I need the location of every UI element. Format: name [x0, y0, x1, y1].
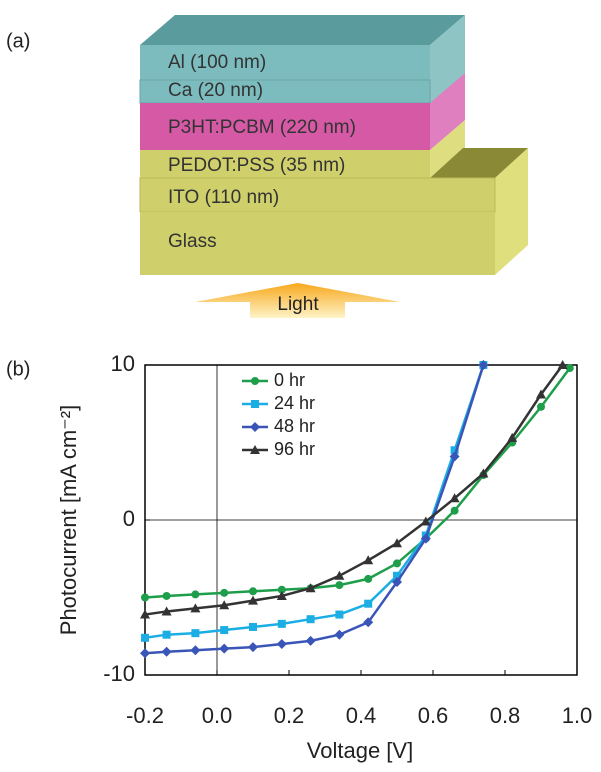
marker	[161, 646, 172, 657]
legend-label: 0 hr	[274, 370, 305, 390]
marker	[249, 587, 257, 596]
marker	[335, 610, 344, 619]
marker	[334, 629, 345, 640]
marker	[190, 645, 201, 656]
legend-label: 96 hr	[274, 439, 315, 459]
y-tick-label: 0	[123, 506, 135, 531]
marker	[305, 583, 316, 593]
marker	[220, 626, 229, 635]
x-tick-label: 1.0	[562, 703, 593, 728]
x-tick-label: 0.8	[490, 703, 521, 728]
marker	[220, 588, 229, 597]
marker	[537, 402, 545, 411]
marker	[507, 432, 518, 442]
y-tick-label: 10	[111, 351, 135, 376]
device-diagram: Al (100 nm) Ca (20 nm) P3HT:PCBM (220 nm…	[139, 15, 528, 318]
marker	[335, 581, 344, 590]
light-label: Light	[277, 294, 319, 315]
series-line	[144, 367, 571, 599]
marker	[334, 570, 345, 580]
marker	[393, 571, 401, 580]
marker	[276, 590, 287, 600]
panel-label: (a)	[6, 30, 30, 52]
x-tick-label: 0.6	[418, 703, 449, 728]
marker	[191, 590, 200, 599]
layer-label: Al (100 nm)	[168, 52, 266, 73]
x-tick-label: 0.4	[346, 703, 377, 728]
layer-label: PEDOT:PSS (35 nm)	[168, 155, 345, 176]
marker	[141, 633, 149, 642]
marker	[450, 506, 459, 515]
marker	[248, 642, 258, 653]
x-tick-label: 0.2	[274, 703, 305, 728]
marker	[392, 577, 402, 587]
marker	[141, 593, 149, 602]
marker	[305, 635, 316, 646]
marker	[162, 630, 171, 639]
x-tick-label: -0.2	[126, 703, 164, 728]
layer-label: Ca (20 nm)	[168, 80, 263, 101]
marker	[565, 364, 574, 373]
y-axis-label: Photocurrent [mA cm⁻²]	[56, 405, 81, 635]
marker	[190, 603, 201, 613]
marker	[276, 639, 287, 649]
marker	[364, 574, 373, 583]
light-arrow	[195, 283, 400, 318]
marker	[251, 400, 259, 408]
marker	[449, 493, 460, 503]
marker	[449, 451, 460, 462]
marker	[140, 648, 150, 659]
marker	[478, 360, 489, 370]
plot: -0.2 0.0 0.2 0.4 0.6 0.8 1.0 -10 0 10 0 hr 24 hr 48 …	[103, 351, 592, 728]
marker	[363, 617, 374, 628]
y-tick-label: -10	[103, 661, 135, 686]
marker	[277, 585, 286, 594]
marker	[393, 559, 401, 568]
marker	[450, 446, 459, 455]
marker	[277, 619, 286, 628]
marker	[364, 599, 373, 608]
x-axis-label: Voltage [V]	[307, 738, 413, 763]
marker	[140, 609, 150, 619]
marker	[248, 595, 258, 605]
panel-label: (b)	[6, 358, 30, 380]
marker	[306, 615, 315, 624]
layer-label: P3HT:PCBM (220 nm)	[168, 117, 356, 138]
marker	[219, 643, 230, 654]
marker	[251, 377, 259, 385]
marker	[557, 360, 568, 369]
marker	[250, 422, 260, 432]
marker	[420, 516, 431, 526]
legend-label: 48 hr	[274, 416, 315, 436]
layer-label: ITO (110 nm)	[168, 187, 279, 208]
marker	[250, 445, 260, 454]
marker	[363, 555, 374, 565]
marker	[392, 538, 402, 548]
marker	[478, 468, 489, 478]
marker	[162, 591, 171, 600]
marker	[191, 629, 200, 638]
marker	[249, 622, 257, 631]
marker	[536, 389, 546, 399]
series-line	[144, 364, 564, 616]
layer-label: Glass	[168, 231, 217, 252]
legend-label: 24 hr	[274, 393, 315, 413]
x-tick-label: 0.0	[202, 703, 233, 728]
marker	[161, 606, 172, 616]
marker	[219, 600, 230, 610]
marker	[420, 533, 431, 544]
